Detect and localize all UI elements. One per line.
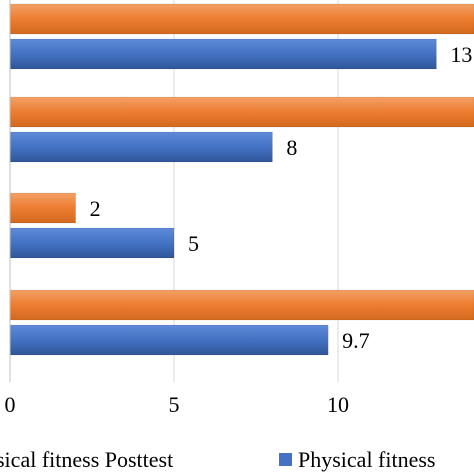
bar-pretest-4 [9,324,329,356]
legend-swatch-pretest [279,453,292,466]
legend-label-pretest: Physical fitness [298,447,436,472]
bar-posttest-1 [9,3,474,35]
x-tick-label-0: 0 [5,392,16,417]
bar-pretest-1 [9,38,437,70]
data-label-posttest-3: 2 [90,196,101,221]
data-labels-group: 13 8 2 5 9.7 [90,42,473,353]
bar-pretest-2 [9,131,273,163]
data-label-pretest-4: 9.7 [342,328,370,353]
legend-label-posttest: sical fitness Posttest [0,447,173,472]
bar-pretest-3 [9,227,175,259]
bar-posttest-3 [9,192,76,224]
x-axis: 0 5 10 [5,0,349,417]
data-label-pretest-3: 5 [188,231,199,256]
data-label-pretest-1: 13 [450,42,472,67]
x-tick-label-10: 10 [327,392,349,417]
x-tick-label-5: 5 [169,392,180,417]
bar-posttest-2 [9,96,474,128]
legend: sical fitness Posttest Physical fitness [0,447,436,472]
bars-group [9,3,474,356]
bar-posttest-4 [9,289,474,321]
data-label-pretest-2: 8 [286,135,297,160]
